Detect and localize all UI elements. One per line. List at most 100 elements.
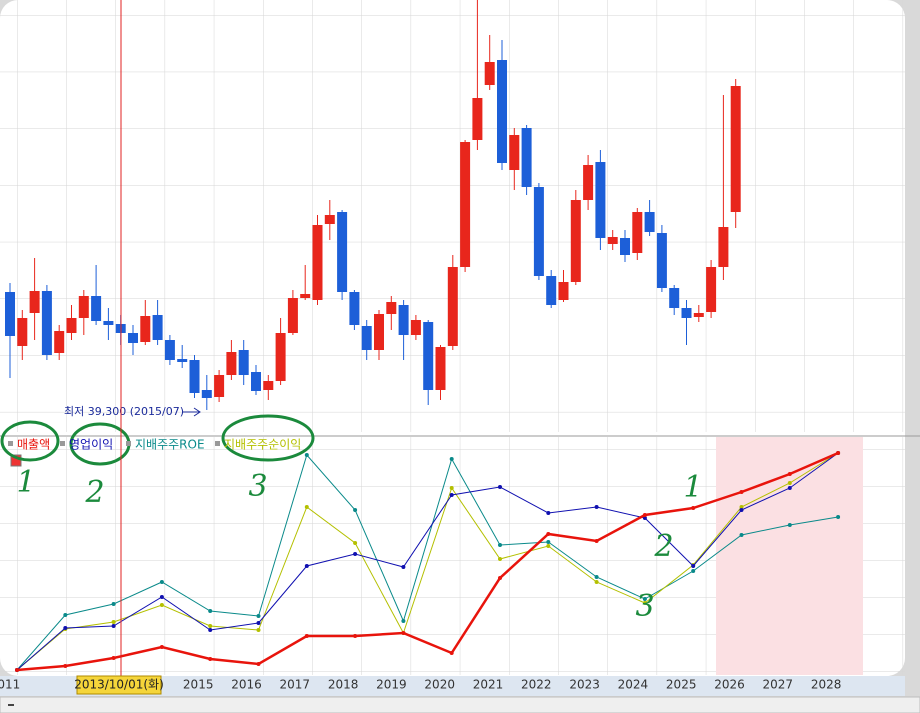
x-axis-strip [0,676,905,696]
candle-body [410,320,421,335]
x-tick-label: 2017 [280,678,311,692]
handwritten-note: 3 [635,589,654,624]
candle-body [706,267,717,312]
point [353,552,358,556]
x-tick-label: 2011 [0,678,20,692]
point [642,516,647,520]
point [546,532,551,536]
point [304,505,309,509]
series-line [16,452,839,671]
series-line [16,451,839,672]
candle-body [29,291,40,313]
price-grid [0,0,905,432]
point [353,541,358,545]
point [353,508,358,512]
candle-body [349,292,360,325]
point [401,565,406,569]
point [691,506,696,510]
candle-body [54,331,65,353]
x-tick-label: 2023 [569,678,600,692]
point [594,505,599,509]
candle-body [620,238,630,255]
point [256,662,261,666]
candle-body [644,212,655,232]
point [642,601,647,605]
candle-body [656,233,667,288]
legend-marker [8,441,13,446]
point [594,575,599,579]
candle-body [546,276,557,305]
candle-body [533,187,544,276]
point [594,539,599,543]
point [546,540,551,544]
point [642,597,647,601]
annotation-arrow [183,407,201,417]
x-tick-label: 2021 [473,678,504,692]
point [401,631,406,635]
x-tick-label: 2026 [714,678,745,692]
candle-body [693,313,704,317]
candle-body [730,86,741,212]
point [836,515,841,519]
forecast-shading [716,437,863,675]
legend-marker [215,441,220,446]
legend-label[interactable]: 매출액 [17,438,50,452]
legend-label[interactable]: 영업이익 [69,438,113,452]
point [836,451,841,455]
candle-body [226,352,237,375]
x-tick-label: 2027 [763,678,794,692]
point [159,603,164,607]
candle-body [337,212,348,292]
x-tick-label: 2016 [231,678,262,692]
candle-body [263,381,274,390]
point [498,543,502,547]
legend-label[interactable]: 지배주주ROE [135,438,205,452]
point [159,595,164,599]
candle-body [398,305,409,335]
point [787,472,792,476]
point [304,564,309,568]
handwritten-note: 2 [653,529,673,564]
candle-body [595,162,606,238]
point [642,513,647,517]
point [498,557,502,561]
candle-body [164,340,175,360]
x-tick-label: 2018 [328,678,359,692]
point [111,602,116,606]
candle-body [607,237,618,244]
legend-marker [60,441,65,446]
handwritten-note: 2 [84,475,104,510]
point [111,624,116,628]
candle-body [78,296,89,318]
candle-body [558,282,569,300]
point [111,656,116,660]
legend-label[interactable]: 지배주주순이익 [224,438,301,452]
point [787,486,792,490]
candle-body [214,375,225,397]
point [691,564,696,568]
candle-body [251,372,261,391]
candle-body [669,288,680,308]
candle-body [447,267,458,346]
point [208,628,213,632]
cursor-box [76,675,162,695]
point [739,505,744,509]
candle-body [423,322,434,390]
point [208,657,213,661]
scrollbar[interactable] [0,696,920,713]
candle-body [201,390,212,398]
annotation: 최저 39,300 (2015/07) [64,405,184,418]
point [449,651,454,655]
point [498,485,502,489]
candle-body [718,227,729,267]
point [594,580,599,584]
candle-body [497,60,507,163]
point [739,533,744,537]
candle-body [472,98,483,140]
candle-body [460,142,471,267]
point [159,645,164,649]
point [787,481,792,485]
point [304,634,309,638]
point [546,544,551,548]
